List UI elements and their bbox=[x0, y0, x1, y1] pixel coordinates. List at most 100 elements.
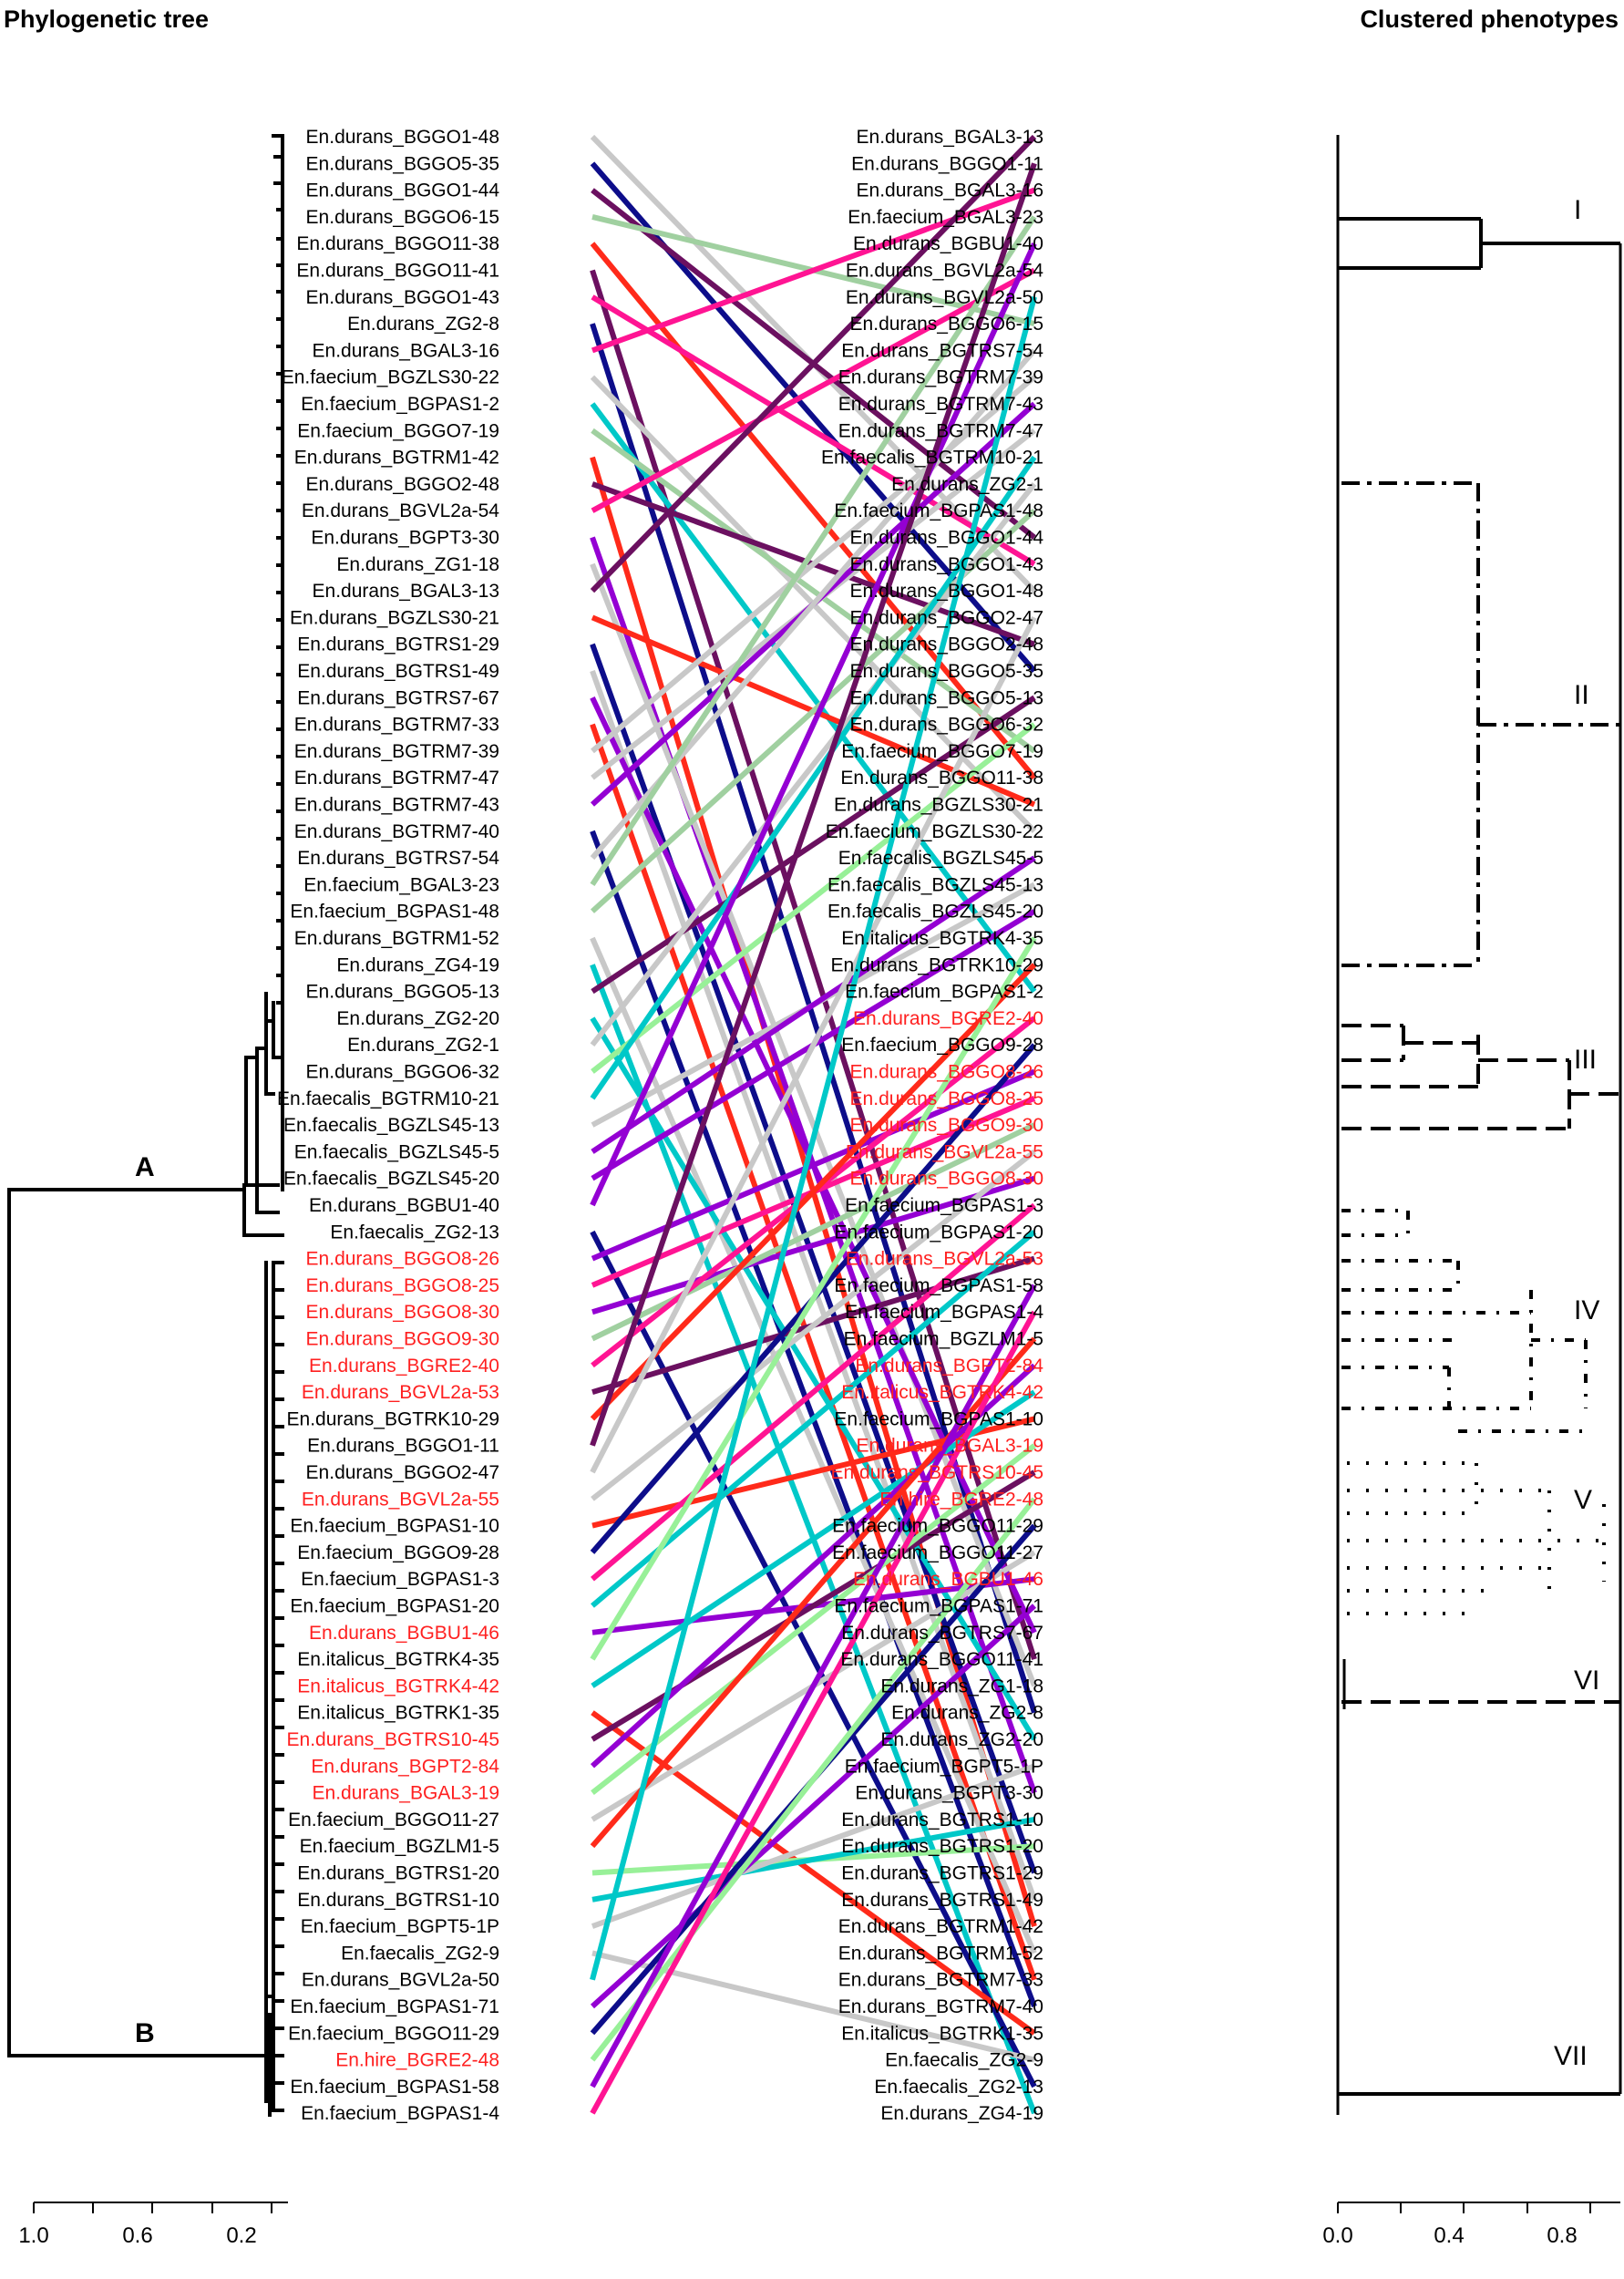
left-leaf-label-48: En.durans_BGVL2a-53 bbox=[302, 1382, 499, 1403]
right-leaf-label-75: En.durans_ZG4-19 bbox=[880, 2103, 1043, 2124]
left-leaf-label-59: En.italicus_BGTRK4-42 bbox=[297, 1676, 499, 1696]
connector-line bbox=[591, 1416, 1035, 1529]
right-leaf-label-32: En.durans_BGTRK10-29 bbox=[831, 954, 1043, 975]
right-leaf-label-27: En.faecium_BGZLS30-22 bbox=[826, 821, 1043, 842]
right-leaf-label-14: En.durans_ZG2-1 bbox=[891, 474, 1043, 495]
right-leaf-label-34: En.durans_BGRE2-40 bbox=[853, 1008, 1043, 1029]
left-leaf-label-55: En.faecium_BGPAS1-3 bbox=[301, 1569, 499, 1590]
right-leaf-label-10: En.durans_BGTRM7-39 bbox=[838, 367, 1043, 388]
right-leaf-label-20: En.durans_BGGO2-48 bbox=[850, 634, 1043, 655]
connector-line bbox=[590, 215, 1037, 887]
left-leaf-label-14: En.durans_BGGO2-48 bbox=[306, 474, 499, 495]
connector-line bbox=[591, 722, 1036, 1074]
left-leaf-label-56: En.faecium_BGPAS1-20 bbox=[290, 1596, 499, 1617]
right-leaf-label-61: En.durans_ZG2-20 bbox=[880, 1729, 1043, 1750]
right-leaf-label-53: En.faecium_BGGO11-29 bbox=[832, 1516, 1043, 1537]
left-leaf-label-24: En.durans_BGTRM7-39 bbox=[294, 741, 499, 762]
connector-line bbox=[590, 296, 1037, 1981]
left-leaf-label-10: En.faecium_BGZLS30-22 bbox=[282, 367, 499, 388]
cluster-labels: I II III IV V VI VII bbox=[1554, 195, 1599, 2071]
connector-line bbox=[590, 936, 1037, 1661]
right-leaf-label-3: En.durans_BGAL3-16 bbox=[857, 180, 1043, 201]
right-leaf-label-11: En.durans_BGTRM7-43 bbox=[838, 394, 1043, 415]
left-leaf-label-31: En.durans_BGTRM1-52 bbox=[294, 928, 499, 949]
left-leaf-label-35: En.durans_ZG2-1 bbox=[347, 1035, 499, 1056]
left-axis-tick-2: 0.6 bbox=[122, 2223, 152, 2248]
right-leaf-label-68: En.durans_BGTRM1-42 bbox=[838, 1916, 1043, 1937]
left-leaf-label-61: En.durans_BGTRS10-45 bbox=[287, 1729, 499, 1750]
connector-line bbox=[591, 267, 1036, 513]
connector-line bbox=[591, 428, 1036, 754]
right-leaf-label-59: En.durans_ZG1-18 bbox=[880, 1676, 1043, 1696]
left-leaf-label-5: En.durans_BGGO11-38 bbox=[296, 233, 499, 254]
connector-line bbox=[590, 402, 1037, 994]
left-leaf-label-71: En.faecium_BGPAS1-71 bbox=[290, 1996, 499, 2017]
right-leaf-label-36: En.durans_BGGO8-26 bbox=[850, 1062, 1043, 1083]
left-leaf-label-16: En.durans_BGPT3-30 bbox=[311, 528, 499, 549]
left-leaf-label-6: En.durans_BGGO11-41 bbox=[296, 261, 499, 282]
left-leaf-label-4: En.durans_BGGO6-15 bbox=[306, 207, 499, 228]
left-leaf-label-12: En.faecium_BGGO7-19 bbox=[297, 420, 499, 441]
left-leaf-label-50: En.durans_BGGO1-11 bbox=[307, 1436, 499, 1457]
left-leaf-label-17: En.durans_ZG1-18 bbox=[336, 554, 499, 575]
right-leaf-label-26: En.durans_BGZLS30-21 bbox=[834, 795, 1043, 816]
right-leaf-label-67: En.durans_BGTRS1-49 bbox=[841, 1890, 1043, 1911]
right-leaf-label-2: En.durans_BGGO1-11 bbox=[851, 153, 1043, 174]
right-leaf-label-39: En.durans_BGVL2a-55 bbox=[846, 1141, 1043, 1162]
connector-line bbox=[591, 375, 1036, 754]
cluster-label-vi: VI bbox=[1574, 1665, 1599, 1696]
left-leaf-label-8: En.durans_ZG2-8 bbox=[347, 314, 499, 335]
left-leaf-label-37: En.faecalis_BGTRM10-21 bbox=[277, 1088, 499, 1109]
right-leaf-label-66: En.durans_BGTRS1-29 bbox=[841, 1863, 1043, 1884]
right-leaf-label-74: En.faecalis_ZG2-13 bbox=[874, 2077, 1043, 2098]
left-leaf-label-28: En.durans_BGTRS7-54 bbox=[297, 848, 499, 869]
right-leaf-label-46: En.faecium_BGZLM1-5 bbox=[844, 1329, 1043, 1350]
clade-label-b: B bbox=[135, 2018, 155, 2048]
left-leaf-label-25: En.durans_BGTRM7-47 bbox=[294, 768, 499, 789]
left-leaf-label-43: En.durans_BGGO8-26 bbox=[306, 1249, 499, 1270]
left-leaf-label-40: En.faecalis_BGZLS45-20 bbox=[283, 1169, 499, 1190]
left-leaf-label-13: En.durans_BGTRM1-42 bbox=[294, 448, 499, 469]
connector-line bbox=[591, 1175, 1035, 1315]
left-leaf-label-74: En.faecium_BGPAS1-58 bbox=[290, 2077, 499, 2098]
left-leaf-label-57: En.durans_BGBU1-46 bbox=[309, 1623, 499, 1644]
connector-line bbox=[590, 1310, 1037, 2115]
left-leaf-label-9: En.durans_BGAL3-16 bbox=[313, 340, 499, 361]
left-leaf-label-2: En.durans_BGGO5-35 bbox=[306, 153, 499, 174]
right-leaf-label-58: En.durans_BGGO11-41 bbox=[840, 1649, 1043, 1670]
right-leaf-label-54: En.faecium_BGGO11-27 bbox=[832, 1542, 1043, 1563]
right-leaf-label-22: En.durans_BGGO5-13 bbox=[850, 687, 1043, 708]
left-leaf-label-23: En.durans_BGTRM7-33 bbox=[294, 715, 499, 736]
left-leaf-label-51: En.durans_BGGO2-47 bbox=[306, 1462, 499, 1483]
left-leaf-label-68: En.faecium_BGPT5-1P bbox=[301, 1916, 499, 1937]
connector-line bbox=[590, 1284, 1037, 2088]
connector-line bbox=[591, 1150, 1036, 1501]
left-leaf-label-45: En.durans_BGGO8-30 bbox=[306, 1302, 499, 1323]
left-leaf-label-64: En.faecium_BGGO11-27 bbox=[288, 1810, 499, 1830]
right-leaf-label-44: En.faecium_BGPAS1-58 bbox=[834, 1275, 1043, 1296]
phenotype-cluster-dendrogram bbox=[1336, 135, 1622, 2115]
left-leaf-label-33: En.durans_BGGO5-13 bbox=[306, 982, 499, 1003]
connector-line bbox=[590, 723, 1037, 1981]
left-leaf-label-26: En.durans_BGTRM7-43 bbox=[294, 795, 499, 816]
right-leaf-label-29: En.faecalis_BGZLS45-13 bbox=[827, 874, 1043, 895]
right-leaf-label-5: En.durans_BGBU1-40 bbox=[853, 233, 1043, 254]
right-leaf-label-12: En.durans_BGTRM7-47 bbox=[838, 420, 1043, 441]
left-leaf-label-75: En.faecium_BGPAS1-4 bbox=[301, 2103, 499, 2124]
left-leaf-label-7: En.durans_BGGO1-43 bbox=[306, 287, 499, 308]
right-leaf-label-73: En.faecalis_ZG2-9 bbox=[885, 2050, 1043, 2071]
right-leaf-label-56: En.faecium_BGPAS1-71 bbox=[834, 1596, 1043, 1617]
left-leaf-label-65: En.faecium_BGZLM1-5 bbox=[300, 1836, 499, 1857]
right-leaf-label-62: En.faecium_BGPT5-1P bbox=[845, 1756, 1043, 1777]
left-leaf-label-60: En.italicus_BGTRK1-35 bbox=[297, 1703, 499, 1724]
left-leaf-label-27: En.durans_BGTRM7-40 bbox=[294, 821, 499, 842]
left-leaf-label-44: En.durans_BGGO8-25 bbox=[306, 1275, 499, 1296]
right-leaf-label-17: En.durans_BGGO1-43 bbox=[850, 554, 1043, 575]
right-leaf-label-71: En.durans_BGTRM7-40 bbox=[838, 1996, 1043, 2017]
clade-label-a: A bbox=[135, 1152, 155, 1182]
left-leaf-labels: En.durans_BGGO1-48 En.durans_BGGO5-35 En.d… bbox=[277, 127, 499, 2124]
connector-line bbox=[590, 963, 1037, 1421]
left-leaf-label-72: En.faecium_BGGO11-29 bbox=[288, 2023, 499, 2044]
connector-line bbox=[590, 616, 1037, 1474]
